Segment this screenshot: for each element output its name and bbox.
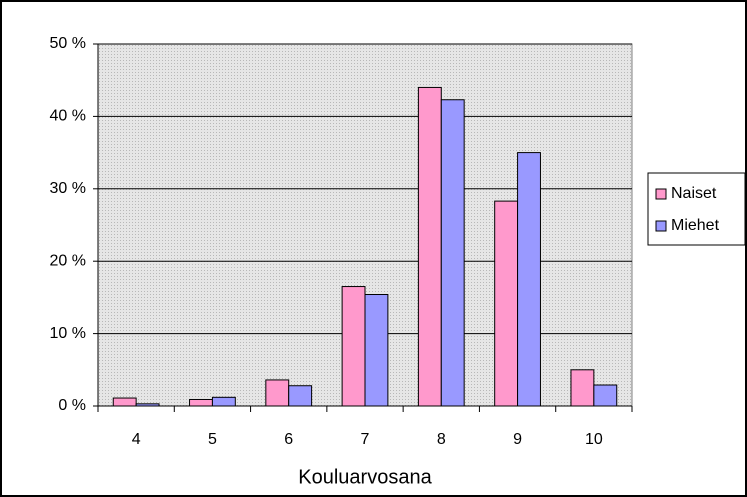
bar <box>112 397 137 407</box>
bar <box>364 294 389 407</box>
bar <box>440 99 465 407</box>
y-tick-label: 30 % <box>50 180 86 197</box>
y-tick-label: 20 % <box>50 252 86 269</box>
bar <box>211 396 236 407</box>
x-tick-label: 6 <box>284 431 293 448</box>
bar <box>417 86 442 407</box>
bar <box>517 152 541 407</box>
legend-label: Naiset <box>671 185 717 202</box>
bar <box>570 369 595 407</box>
legend-swatch <box>655 220 667 232</box>
y-tick-label: 10 % <box>50 325 86 342</box>
y-tick-label: 0 % <box>58 397 86 414</box>
bar <box>265 379 290 407</box>
bar <box>341 286 366 407</box>
bar <box>288 385 313 407</box>
x-tick-label: 7 <box>361 431 370 448</box>
legend-swatch <box>655 188 667 200</box>
x-tick-label: 9 <box>513 431 522 448</box>
legend-label: Miehet <box>671 217 720 234</box>
bar <box>189 398 213 407</box>
x-tick-label: 5 <box>208 431 217 448</box>
x-tick-label: 10 <box>585 431 603 448</box>
legend-box <box>647 172 746 246</box>
y-tick-label: 40 % <box>50 108 86 125</box>
x-axis-label: Kouluarvosana <box>298 466 432 488</box>
x-tick-label: 8 <box>437 431 446 448</box>
bar <box>593 384 618 407</box>
x-tick-label: 4 <box>132 431 141 448</box>
bar <box>494 200 519 407</box>
y-tick-label: 50 % <box>50 35 86 52</box>
